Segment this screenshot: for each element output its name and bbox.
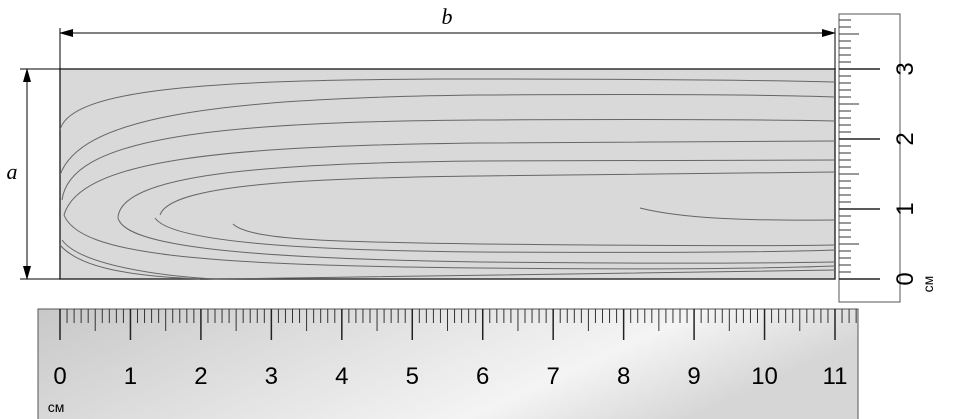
wood-sample	[59, 68, 836, 280]
width-label: b	[442, 4, 453, 29]
tick-label: 0	[53, 363, 66, 390]
tick-label: 11	[823, 363, 848, 390]
tick-label: 0	[892, 272, 919, 285]
tick-label: 9	[687, 363, 700, 390]
ruler-unit: см	[48, 399, 65, 415]
tick-label: 2	[194, 363, 207, 390]
vertical-ruler	[838, 13, 901, 303]
tick-label: 1	[892, 202, 919, 215]
tick-label: 4	[335, 363, 348, 390]
tick-label: 3	[265, 363, 278, 390]
tick-label: 10	[751, 363, 778, 390]
tick-label: 3	[892, 62, 919, 75]
height-label: a	[7, 159, 18, 184]
tick-label: 6	[476, 363, 489, 390]
tick-label: 5	[406, 363, 419, 390]
tick-label: 7	[547, 363, 560, 390]
ruler-unit: см	[920, 276, 936, 293]
tick-label: 8	[617, 363, 630, 390]
tick-label: 1	[124, 363, 137, 390]
tick-label: 2	[892, 132, 919, 145]
